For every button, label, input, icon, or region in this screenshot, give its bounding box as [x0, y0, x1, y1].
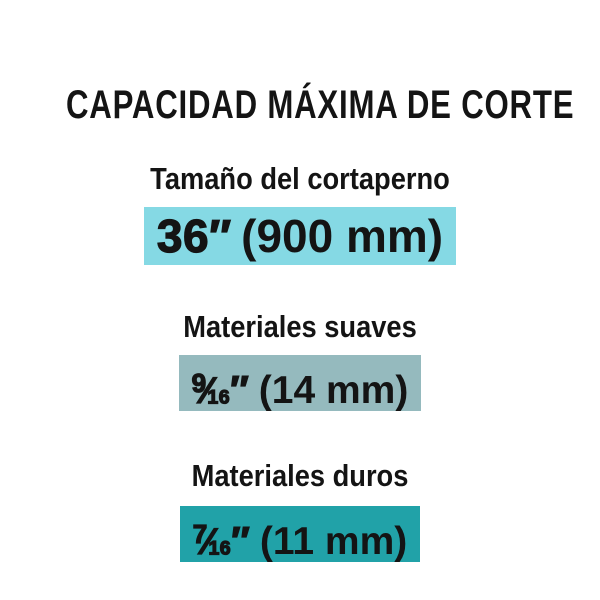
section-label: Materiales duros — [191, 457, 409, 493]
section-soft-materials: Materiales suaves 9⁄16″ (14 mm) — [0, 308, 600, 412]
value-main: 9⁄16″ — [191, 367, 249, 412]
value-highlight: 9⁄16″ (14 mm) — [178, 354, 422, 412]
value-metric: (14 mm) — [258, 368, 409, 412]
fraction-denominator: 16 — [207, 386, 231, 409]
section-cutter-size: Tamaño del cortaperno 36″ (900 mm) — [0, 160, 600, 265]
fraction: 7⁄16 — [192, 506, 232, 577]
page-title: CAPACIDAD MÁXIMA DE CORTE — [66, 82, 575, 127]
inch-mark: ″ — [231, 519, 251, 563]
value-main: 36″ — [156, 209, 232, 262]
value-metric: (900 mm) — [241, 209, 444, 262]
section-label: Tamaño del cortaperno — [150, 160, 450, 196]
section-hard-materials: Materiales duros 7⁄16″ (11 mm) — [0, 457, 600, 563]
inch-mark: ″ — [229, 368, 249, 412]
fraction-denominator: 16 — [208, 537, 232, 560]
value-number: 36 — [156, 209, 210, 262]
value-highlight: 36″ (900 mm) — [143, 206, 457, 265]
fraction-numerator: 9 — [191, 367, 207, 398]
fraction-slash: ⁄ — [204, 519, 212, 562]
fraction: 9⁄16 — [191, 355, 231, 426]
value-metric: (11 mm) — [259, 519, 408, 563]
value-highlight: 7⁄16″ (11 mm) — [179, 505, 421, 563]
fraction-slash: ⁄ — [203, 368, 211, 411]
inch-mark: ″ — [208, 209, 231, 262]
section-label: Materiales suaves — [183, 308, 417, 344]
value-main: 7⁄16″ — [192, 518, 251, 563]
fraction-numerator: 7 — [192, 518, 208, 549]
